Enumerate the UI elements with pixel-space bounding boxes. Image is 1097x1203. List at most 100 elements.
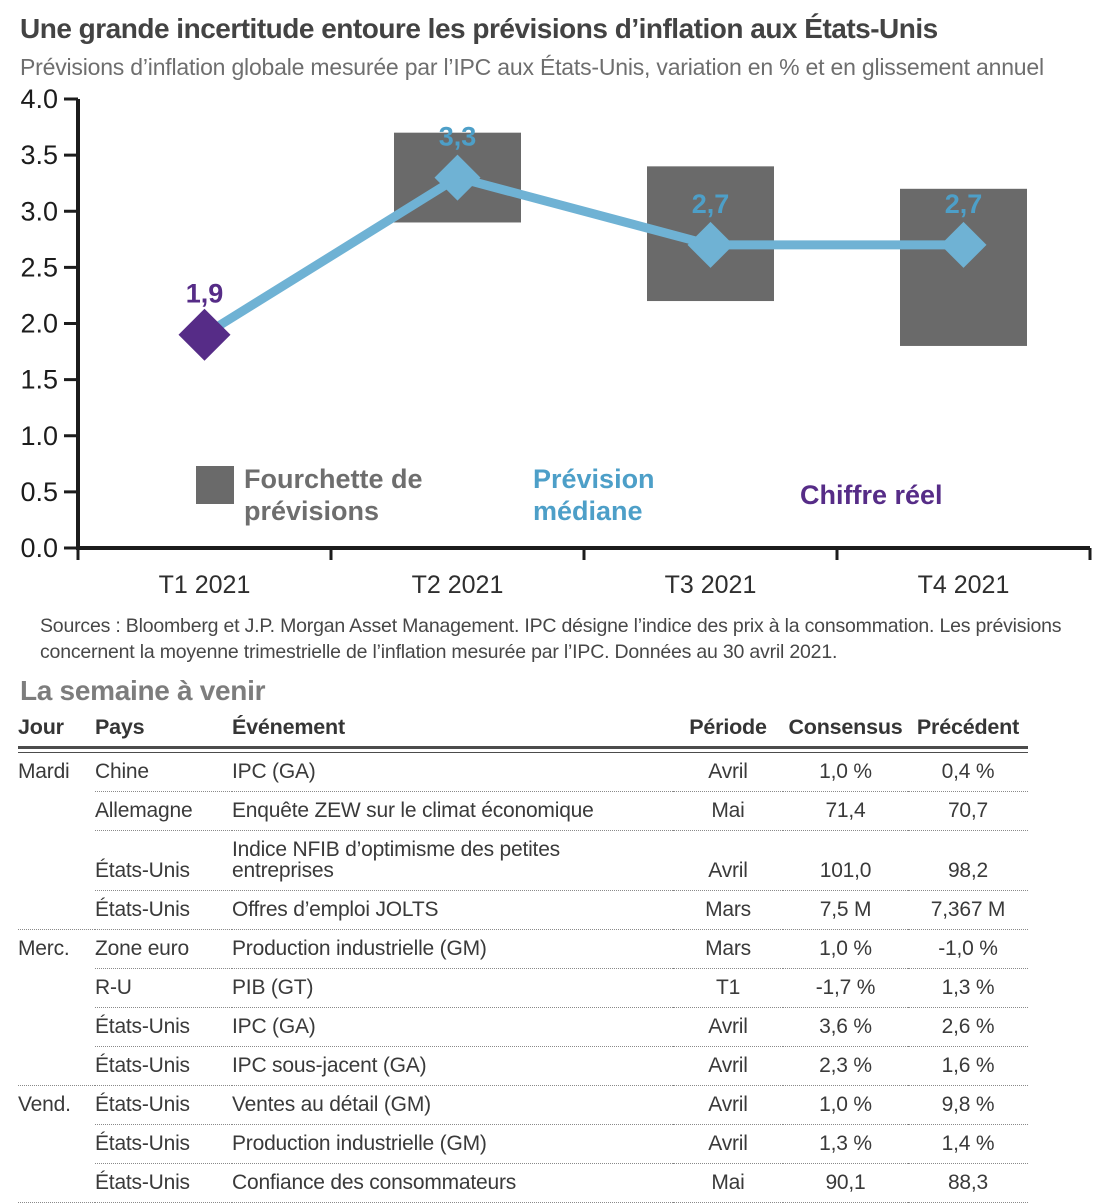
point-value-label: 1,9 xyxy=(186,279,224,309)
cell-event: IPC (GA) xyxy=(232,1007,673,1047)
cell-event: Production industrielle (GM) xyxy=(232,929,673,969)
sources-note: Sources : Bloomberg et J.P. Morgan Asset… xyxy=(40,614,1062,663)
header-underline xyxy=(18,747,1028,753)
y-axis-tick-label: 3.5 xyxy=(20,140,58,170)
y-axis-tick-label: 0.0 xyxy=(20,533,58,563)
table-row: États-Unis IPC (GA) Avril 3,6 % 2,6 % xyxy=(18,1007,1028,1047)
cell-country: États-Unis xyxy=(95,830,232,891)
cell-day xyxy=(18,1046,95,1086)
cell-country: États-Unis xyxy=(95,1124,232,1164)
cell-country: Allemagne xyxy=(95,791,232,831)
cell-day xyxy=(18,1163,95,1203)
chart-container: 1,9 3,3 2,7 2,7 0.0 0.5 1.0 1.5 2.0 2.5 3.0 3.5 4.0 T… xyxy=(0,84,1097,611)
point-value-label: 3,3 xyxy=(439,121,477,151)
cell-previous: 98,2 xyxy=(908,830,1028,891)
point-value-label: 2,7 xyxy=(945,189,983,219)
legend-range-swatch xyxy=(196,465,234,504)
cell-country: États-Unis xyxy=(95,1163,232,1203)
table-row: États-Unis IPC sous-jacent (GA) Avril 2,3 %… xyxy=(18,1046,1028,1086)
y-axis-tick-label: 2.5 xyxy=(20,252,58,282)
y-axis-tick-label: 3.0 xyxy=(20,196,58,226)
table-row: États-Unis Indice NFIB d’optimisme des pe… xyxy=(18,830,1028,891)
actual-point-marker xyxy=(178,308,231,361)
cell-day xyxy=(18,1007,95,1046)
cell-country: États-Unis xyxy=(95,890,232,930)
chart-header: Une grande incertitude entoure les prévi… xyxy=(0,0,1097,84)
page-title: Une grande incertitude entoure les prévi… xyxy=(20,13,938,44)
cell-previous: 1,6 % xyxy=(908,1046,1028,1086)
cell-consensus: 90,1 xyxy=(783,1163,908,1203)
table-row: Vend. États-Unis Ventes au détail (GM) Avri… xyxy=(18,1085,1028,1125)
legend-label: médiane xyxy=(533,496,643,526)
cell-day: Mardi xyxy=(18,760,70,784)
median-point-marker xyxy=(940,221,987,268)
col-header-event: Événement xyxy=(232,712,673,749)
cell-event: Offres d’emploi JOLTS xyxy=(232,890,673,930)
cell-consensus: 71,4 xyxy=(783,791,908,831)
legend-label: Chiffre réel xyxy=(800,480,943,510)
x-axis-category-label: T1 2021 xyxy=(159,571,251,599)
cell-day xyxy=(18,791,95,830)
cell-previous: 88,3 xyxy=(908,1163,1028,1203)
cell-country: États-Unis xyxy=(95,1046,232,1086)
cell-country: États-Unis xyxy=(95,1085,232,1125)
x-axis-category-label: T4 2021 xyxy=(918,571,1010,599)
median-point-marker xyxy=(687,221,734,268)
cell-period: Mars xyxy=(673,929,783,969)
cell-consensus: 1,0 % xyxy=(783,752,908,792)
cell-consensus: 2,3 % xyxy=(783,1046,908,1086)
cell-previous: 7,367 M xyxy=(908,890,1028,930)
table-row: Mardi Chine IPC (GA) Avril 1,0 % 0,4 % xyxy=(18,752,1028,792)
cell-previous: 1,3 % xyxy=(908,968,1028,1008)
cell-period: Avril xyxy=(673,830,783,891)
legend-label: prévisions xyxy=(244,496,379,526)
cell-event: Enquête ZEW sur le climat économique xyxy=(232,791,673,831)
cell-country: R-U xyxy=(95,968,232,1008)
cell-previous: 9,8 % xyxy=(908,1085,1028,1125)
cell-day: Merc. xyxy=(18,937,70,961)
y-axis-tick-label: 2.0 xyxy=(20,308,58,338)
cell-period: Avril xyxy=(673,1124,783,1164)
cell-event: PIB (GT) xyxy=(232,968,673,1008)
cell-consensus: 101,0 xyxy=(783,830,908,891)
col-header-consensus: Consensus xyxy=(783,712,908,749)
cell-previous: -1,0 % xyxy=(908,929,1028,969)
table-row: Allemagne Enquête ZEW sur le climat écono… xyxy=(18,791,1028,831)
y-axis-tick-label: 1.5 xyxy=(20,365,58,395)
cell-country: Zone euro xyxy=(95,929,232,969)
cell-day xyxy=(18,890,95,930)
cell-country: Chine xyxy=(95,752,232,792)
cell-consensus: 1,0 % xyxy=(783,1085,908,1125)
table-row: États-Unis Production industrielle (GM) Av… xyxy=(18,1124,1028,1164)
cell-event: IPC sous-jacent (GA) xyxy=(232,1046,673,1086)
cell-period: Avril xyxy=(673,1007,783,1047)
cell-event: Confiance des consommateurs xyxy=(232,1163,673,1203)
cell-day: Vend. xyxy=(18,1093,71,1117)
cell-day xyxy=(18,1124,95,1163)
median-forecast-line xyxy=(202,172,964,339)
col-header-day: Jour xyxy=(18,712,95,749)
col-header-previous: Précédent xyxy=(908,712,1028,749)
week-ahead-table: Jour Pays Événement Période Consensus Pr… xyxy=(18,712,1028,1203)
cell-period: Mai xyxy=(673,791,783,831)
table-row: R-U PIB (GT) T1 -1,7 % 1,3 % xyxy=(18,968,1028,1008)
cell-period: Avril xyxy=(673,1085,783,1125)
cell-consensus: 7,5 M xyxy=(783,890,908,930)
inflation-forecast-chart: 1,9 3,3 2,7 2,7 0.0 0.5 1.0 1.5 2.0 2.5 3.0 3.5 4.0 T… xyxy=(20,84,1092,599)
x-axis-category-label: T2 2021 xyxy=(412,571,504,599)
x-axis-category-label: T3 2021 xyxy=(665,571,757,599)
cell-event: IPC (GA) xyxy=(232,752,673,792)
cell-consensus: -1,7 % xyxy=(783,968,908,1008)
cell-event: Indice NFIB d’optimisme des petites entr… xyxy=(232,830,673,891)
point-value-label: 2,7 xyxy=(692,189,730,219)
y-axis-tick-label: 1.0 xyxy=(20,421,58,451)
week-ahead-heading: La semaine à venir xyxy=(20,674,266,706)
cell-consensus: 3,6 % xyxy=(783,1007,908,1047)
page-subtitle: Prévisions d’inflation globale mesurée p… xyxy=(20,54,1044,81)
table-header-row: Jour Pays Événement Période Consensus Pr… xyxy=(18,712,1028,749)
cell-period: Mars xyxy=(673,890,783,930)
legend-label: Fourchette de xyxy=(244,464,423,494)
cell-event: Ventes au détail (GM) xyxy=(232,1085,673,1125)
table-row: États-Unis Offres d’emploi JOLTS Mars 7,5 M… xyxy=(18,890,1028,930)
